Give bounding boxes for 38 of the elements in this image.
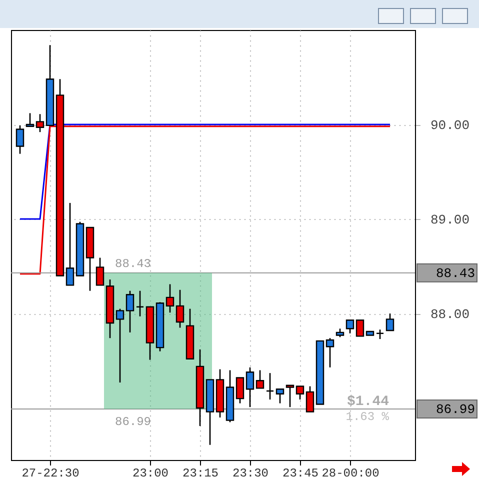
candlestick [306,386,314,412]
text: 86.99 [436,402,475,417]
candlestick [96,257,104,286]
ref-line-label: 86.99 [115,414,152,429]
candlestick [236,377,244,404]
candlestick [296,386,304,400]
candlestick [36,113,44,133]
annotation: $1.44 [346,394,389,410]
candlestick [266,372,274,400]
candlestick [326,337,334,368]
candlestick [376,328,384,340]
candlestick [286,384,294,408]
candlestick [26,112,34,128]
candlestick [116,308,124,384]
candlestick [136,290,144,317]
candlestick [66,202,74,286]
candlestick [356,320,364,337]
x-tick-label: 23:30 [232,466,269,480]
x-tick-label: 28-00:00 [322,466,380,480]
text: 88.43 [436,266,475,281]
candlestick [256,370,264,389]
candlestick [166,284,174,314]
x-tick-label: 27-22:30 [22,466,80,480]
y-tick-label: 89.00 [430,212,470,228]
candlestick [346,319,354,334]
candlestick [126,290,134,334]
x-tick-label: 23:00 [132,466,169,480]
ref-line-label: 88.43 [115,256,152,271]
y-tick-label: 88.00 [430,307,470,322]
x-tick-label: 23:45 [282,466,319,480]
annotation: 1.63 % [346,410,390,424]
candlestick [246,366,254,408]
y-tick-label: 90.00 [430,118,470,134]
candlestick [176,289,184,328]
candlestick [16,124,24,154]
candlestick [386,312,394,332]
candlestick [276,388,284,404]
x-tick-label: 23:15 [182,466,219,480]
